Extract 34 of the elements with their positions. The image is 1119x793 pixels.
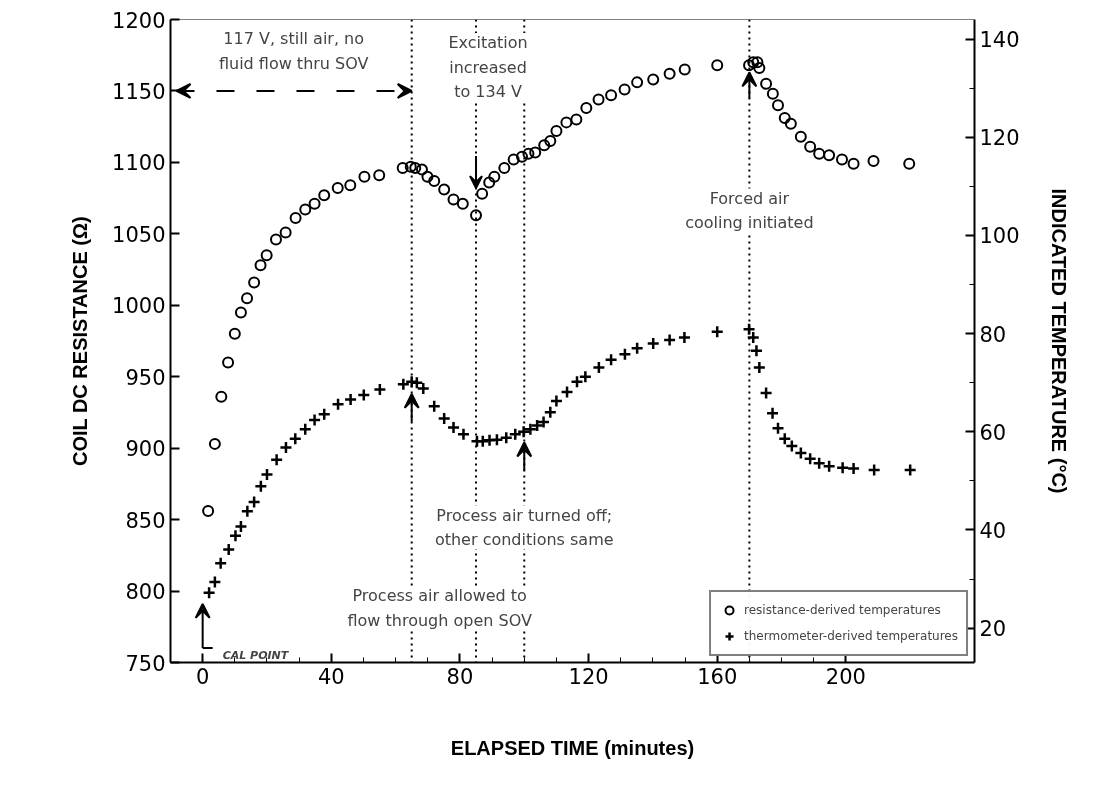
y2-tick-label: 20 <box>979 617 1007 642</box>
annotation: Process air turned off; other conditions same <box>434 505 614 550</box>
y2-tick-label: 120 <box>979 126 1020 151</box>
y2-tick-label: 40 <box>979 518 1007 543</box>
y2-tick-label: 140 <box>979 28 1020 53</box>
y-tick-label: 850 <box>125 508 166 533</box>
y-tick-label: 950 <box>125 365 166 390</box>
legend-label: resistance-derived temperatures <box>744 603 941 617</box>
y-tick-label: 1200 <box>112 8 166 33</box>
y-tick-label: 1050 <box>112 222 166 247</box>
annotation: 117 V, still air, no fluid flow thru SOV <box>218 29 369 73</box>
y2-tick-label: 100 <box>979 224 1020 249</box>
y2-axis-title: INDICATED TEMPERATURE (°C) <box>1047 188 1070 494</box>
x-axis-title: ELAPSED TIME (minutes) <box>450 736 695 759</box>
x-tick-label: 200 <box>825 664 866 689</box>
legend-label: thermometer-derived temperatures <box>744 629 958 643</box>
y2-tick-label: 80 <box>979 322 1007 347</box>
x-tick-label: 0 <box>195 664 210 689</box>
x-tick-label: 40 <box>317 664 345 689</box>
x-tick-label: 80 <box>446 664 474 689</box>
y-tick-label: 1100 <box>112 151 166 176</box>
y-tick-label: 1000 <box>112 294 166 319</box>
x-tick-label: 160 <box>697 664 738 689</box>
annotation: CAL POINT <box>222 649 290 663</box>
y-tick-label: 900 <box>125 437 166 462</box>
annotation: Process air allowed to flow through open SOV <box>347 586 532 630</box>
annotation: Forced air cooling initiated <box>685 188 814 233</box>
y2-tick-label: 60 <box>979 420 1007 445</box>
y-tick-label: 800 <box>125 580 166 605</box>
y-tick-label: 1150 <box>112 79 166 104</box>
x-tick-label: 120 <box>568 664 609 689</box>
annotation: Excitation increased to 134 V <box>448 32 528 102</box>
y-axis-title: COIL DC RESISTANCE (Ω) <box>69 216 92 467</box>
y-tick-label: 750 <box>125 651 166 676</box>
